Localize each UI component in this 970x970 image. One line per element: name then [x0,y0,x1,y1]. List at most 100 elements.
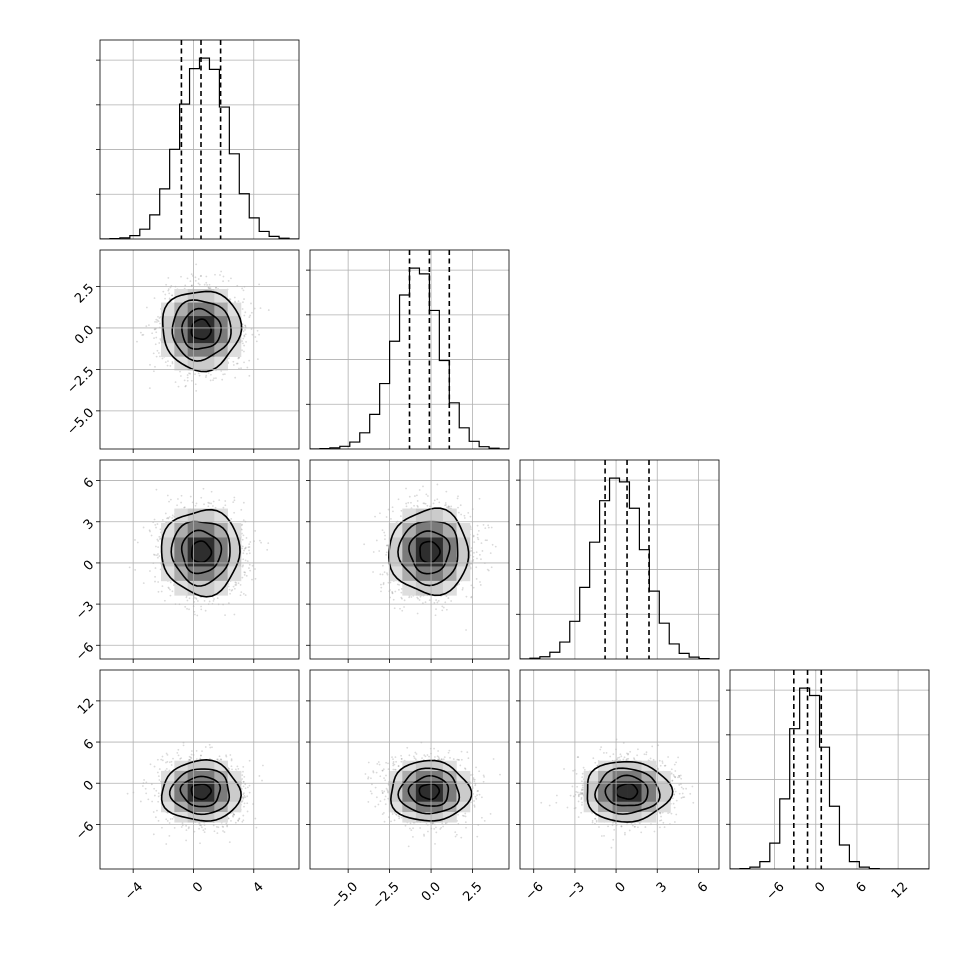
sample-point [413,504,415,507]
sample-point [653,830,656,833]
x-tick-label: 6 [854,879,870,895]
density-cell [214,760,228,772]
sample-point [241,287,244,290]
sample-point [256,329,259,332]
sample-point [242,793,245,796]
sample-point [487,526,490,529]
sample-point [484,527,487,530]
sample-point [155,318,158,321]
sample-point [234,768,237,771]
sample-point [142,526,145,529]
sample-point [387,768,390,771]
sample-point [659,812,662,815]
sample-point [678,792,681,795]
density-cell [187,537,202,553]
sample-point [479,581,481,583]
sample-point [427,495,429,497]
hist-1-frame [309,249,510,450]
sample-point [148,529,151,532]
sample-point [384,538,386,541]
sample-point [201,750,203,753]
sample-point [418,489,421,491]
sample-point [384,795,387,798]
sample-point [460,836,463,839]
sample-point [382,583,385,586]
sample-point [678,784,681,786]
sample-point [183,506,186,509]
sample-point [215,377,217,380]
sample-point [194,383,197,386]
density-cell [214,801,228,813]
sample-point [241,576,244,579]
sample-point [436,498,439,501]
sample-point [447,506,450,509]
y-tick-label: 2.5 [72,281,97,306]
sample-point [674,776,676,779]
sample-point [386,572,388,575]
density-cell [598,801,613,813]
contour-2-3-2 [594,767,661,815]
sample-point [428,755,430,758]
y-tick-label: −3 [73,599,97,623]
sample-point [158,768,161,770]
density-cell [442,801,457,813]
density-cell [655,791,671,803]
density-panel-0-1 [96,249,300,453]
sample-point [391,756,393,759]
sample-point [228,841,231,844]
contour-0-2-1 [180,529,223,575]
sample-point [244,571,247,574]
sample-point [444,502,447,504]
density-cell [402,523,417,538]
contour-1-3-2 [397,767,461,815]
contour-1-3-1 [407,774,450,807]
sample-point [412,827,414,830]
sample-point [410,596,413,598]
sample-point [177,385,180,388]
sample-point [209,746,212,749]
sample-point [241,342,244,345]
sample-point [232,812,235,815]
sample-point [675,761,677,764]
sample-point [216,832,219,835]
sample-point [155,526,157,529]
sample-point [407,501,410,504]
sample-point [576,785,579,788]
density-panel-1-3 [306,669,510,873]
sample-point [473,780,476,783]
sample-point [246,786,249,789]
sample-point [457,758,460,761]
sample-point [243,350,245,353]
sample-point [622,758,625,761]
density-cell [442,508,457,524]
sample-point [188,758,191,761]
sample-point [600,835,603,837]
sample-point [198,822,201,825]
sample-point [242,534,245,537]
sample-point [398,817,401,820]
sample-point [407,845,410,848]
sample-point [164,512,167,515]
sample-point [242,765,245,768]
sample-point [477,790,479,792]
sample-point [168,834,171,837]
sample-point [652,758,655,761]
sample-point [169,365,172,367]
sample-point [219,758,222,761]
sample-point [171,817,174,820]
sample-point [242,558,245,561]
sample-point [234,300,236,303]
sample-point [408,495,411,498]
sample-point [194,279,197,282]
density-cell [227,801,242,813]
sample-point [433,499,436,502]
sample-point [246,810,249,813]
x-tick-label: 0 [190,879,206,895]
sample-point [377,761,380,763]
sample-point [242,330,245,333]
sample-point [623,756,626,759]
sample-point [237,819,239,822]
sample-point [240,367,242,370]
hist-panel-1 [306,249,510,450]
sample-point [409,827,411,830]
